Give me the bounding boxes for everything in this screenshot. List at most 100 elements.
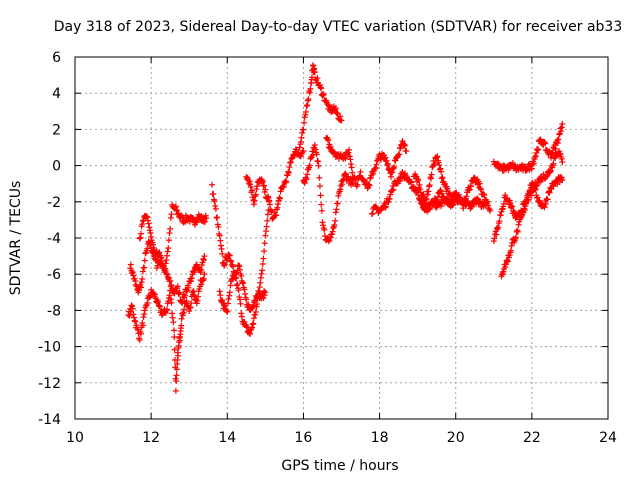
data-point-marker — [509, 203, 516, 210]
data-point-marker — [327, 234, 334, 241]
data-point-marker — [496, 218, 503, 225]
data-point-marker — [203, 215, 210, 222]
data-point-marker — [544, 196, 551, 203]
data-point-marker — [158, 258, 165, 265]
data-point-marker — [139, 268, 146, 275]
data-point-marker — [529, 179, 536, 186]
data-point-marker — [435, 159, 442, 166]
data-point-marker — [348, 164, 355, 171]
data-point-marker — [286, 164, 293, 171]
data-point-marker — [317, 84, 324, 91]
data-point-marker — [221, 262, 228, 269]
data-point-marker — [467, 183, 474, 190]
data-point-marker — [141, 307, 148, 314]
data-point-marker — [482, 202, 489, 209]
y-tick-label: 2 — [52, 122, 61, 138]
data-point-marker — [315, 162, 322, 169]
data-point-marker — [546, 189, 553, 196]
data-point-marker — [216, 288, 223, 295]
data-point-marker — [366, 182, 373, 189]
data-point-marker — [172, 387, 179, 394]
data-point-marker — [309, 148, 316, 155]
data-point-marker — [236, 296, 243, 303]
y-tick-label: -12 — [38, 376, 61, 392]
data-point-marker — [188, 278, 195, 285]
data-point-marker — [247, 181, 254, 188]
gridlines — [75, 57, 608, 419]
data-point-marker — [287, 159, 294, 166]
data-point-marker — [382, 203, 389, 210]
data-point-marker — [241, 286, 248, 293]
data-point-marker — [173, 366, 180, 373]
data-point-marker — [424, 191, 431, 198]
data-point-marker — [335, 192, 342, 199]
data-point-marker — [417, 186, 424, 193]
data-point-marker — [423, 195, 430, 202]
data-point-marker — [171, 334, 178, 341]
data-point-marker — [305, 96, 312, 103]
data-point-marker — [522, 203, 529, 210]
data-point-marker — [236, 263, 243, 270]
data-point-marker — [227, 282, 234, 289]
data-point-marker — [139, 221, 146, 228]
data-point-marker — [146, 224, 153, 231]
data-point-marker — [218, 245, 225, 252]
data-point-marker — [306, 89, 313, 96]
data-point-marker — [141, 264, 148, 271]
data-point-marker — [264, 211, 271, 218]
data-point-marker — [500, 268, 507, 275]
data-point-marker — [382, 154, 389, 161]
data-point-marker — [382, 204, 389, 211]
data-point-marker — [521, 207, 528, 214]
data-point-marker — [280, 183, 287, 190]
data-point-marker — [532, 186, 539, 193]
data-point-marker — [347, 156, 354, 163]
data-point-marker — [215, 223, 222, 230]
data-point-marker — [257, 279, 264, 286]
data-point-marker — [168, 282, 175, 289]
data-point-marker — [403, 148, 410, 155]
data-point-marker — [212, 205, 219, 212]
data-point-marker — [434, 153, 441, 160]
data-point-marker — [266, 197, 273, 204]
data-point-marker — [260, 295, 267, 302]
data-point-marker — [165, 237, 172, 244]
data-point-marker — [293, 146, 300, 153]
data-point-marker — [198, 281, 205, 288]
data-point-marker — [558, 175, 565, 182]
data-point-marker — [250, 302, 257, 309]
data-point-marker — [357, 168, 364, 175]
data-point-marker — [253, 186, 260, 193]
x-tick-label: 14 — [218, 430, 236, 446]
data-point-marker — [261, 287, 268, 294]
y-tick-label: 6 — [52, 50, 61, 66]
data-point-marker — [129, 305, 136, 312]
data-point-marker — [349, 169, 356, 176]
data-point-marker — [147, 229, 154, 236]
data-point-marker — [275, 201, 282, 208]
data-point-marker — [187, 304, 194, 311]
data-point-marker — [304, 97, 311, 104]
data-point-marker — [247, 330, 254, 337]
data-point-marker — [337, 186, 344, 193]
data-point-marker — [384, 162, 391, 169]
data-point-marker — [167, 214, 174, 221]
y-tick-label: -14 — [38, 412, 61, 428]
data-point-marker — [178, 299, 185, 306]
data-point-marker — [497, 212, 504, 219]
data-point-marker — [193, 219, 200, 226]
data-point-marker — [144, 217, 151, 224]
data-point-marker — [250, 315, 257, 322]
data-point-marker — [180, 291, 187, 298]
data-point-marker — [262, 289, 269, 296]
data-point-marker — [518, 212, 525, 219]
data-point-marker — [534, 194, 541, 201]
data-point-marker — [510, 207, 517, 214]
data-point-marker — [155, 298, 162, 305]
data-point-marker — [235, 262, 242, 269]
data-point-marker — [556, 131, 563, 138]
data-point-marker — [226, 289, 233, 296]
data-point-marker — [168, 299, 175, 306]
data-point-marker — [320, 222, 327, 229]
